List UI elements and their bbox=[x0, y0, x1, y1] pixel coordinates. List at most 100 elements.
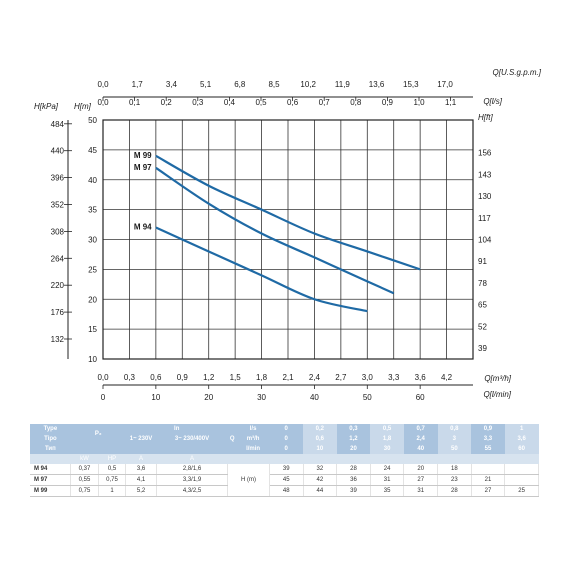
h-kpa-tick-label: 352 bbox=[51, 201, 65, 210]
h-ft-tick-label: 130 bbox=[478, 192, 492, 201]
ls-tick-label: 0,9 bbox=[382, 98, 394, 107]
row-h-value: 20 bbox=[403, 464, 439, 475]
lmin-tick-label: 20 bbox=[204, 393, 213, 402]
h-m-tick-label: 40 bbox=[88, 176, 97, 185]
h-ft-tick-label: 117 bbox=[478, 214, 491, 223]
ls-tick-label: 0,5 bbox=[255, 98, 267, 107]
h-m-tick-label: 30 bbox=[88, 236, 97, 245]
h-kpa-tick-label: 396 bbox=[51, 174, 65, 183]
units-kw: kW bbox=[70, 454, 99, 464]
ls-axis-title: Q[l/s] bbox=[483, 97, 502, 106]
row-h-value bbox=[471, 464, 506, 475]
m3h-tick-label: 0,0 bbox=[97, 373, 109, 382]
row-h-value: 42 bbox=[303, 474, 338, 486]
header-in: In bbox=[125, 424, 228, 434]
row-h-value: 27 bbox=[403, 474, 439, 486]
ls-tick-label: 0,8 bbox=[350, 98, 362, 107]
row-a1: 5,2 bbox=[125, 485, 157, 497]
q-ls-value: 1 bbox=[504, 424, 539, 434]
table-row: M 97 0,55 0,75 4,1 3,3/1,9 45 42 36 31 27 23 21 bbox=[30, 474, 539, 486]
header-unit-m3h: m³/h bbox=[236, 434, 270, 444]
q-m3h-value: 1,8 bbox=[370, 434, 404, 444]
curve-m94 bbox=[155, 226, 368, 313]
header-tipo: Tipo bbox=[30, 434, 71, 444]
usgpm-tick-label: 1,7 bbox=[132, 80, 144, 89]
row-hp: 1 bbox=[98, 485, 127, 497]
row-a3: 4,3/2,5 bbox=[156, 485, 229, 497]
axis-ticks: 0,0 1,7 3,4 5,1 6,8 8,5 10,2 11,9 13,6 15,3 17,0 0,… bbox=[0, 0, 492, 402]
h-m-tick-label: 45 bbox=[0, 0, 5, 2]
table-row: M 94 0,37 0,5 3,6 2,8/1,6 H (m) 39 32 28 24 20 18 bbox=[30, 464, 539, 497]
row-a1: 4,1 bbox=[125, 474, 157, 486]
units-blank bbox=[269, 454, 304, 464]
row-h-value bbox=[504, 464, 539, 475]
row-h-value bbox=[504, 474, 539, 486]
h-m-tick-label: 40 bbox=[0, 0, 5, 2]
row-h-value: 21 bbox=[471, 474, 506, 486]
row-h-value: 48 bbox=[269, 485, 304, 497]
ls-tick-label: 0,0 bbox=[97, 98, 109, 107]
m3h-tick-label: 2,7 bbox=[335, 373, 347, 382]
units-blank bbox=[303, 454, 337, 464]
header-blank bbox=[98, 444, 126, 454]
q-ls-value: 0,3 bbox=[336, 424, 371, 434]
usgpm-tick-label: 5,1 bbox=[200, 80, 212, 89]
units-a3: A bbox=[156, 454, 228, 464]
q-m3h-value: 0 bbox=[269, 434, 304, 444]
usgpm-tick-label: 8,5 bbox=[268, 80, 280, 89]
m3h-tick-label: 2,4 bbox=[309, 373, 321, 382]
h-kpa-tick-label: 308 bbox=[51, 227, 65, 236]
units-blank bbox=[403, 454, 438, 464]
q-m3h-value: 2,4 bbox=[403, 434, 438, 444]
row-h-value: 39 bbox=[269, 464, 304, 475]
kpa-axis-title: H[kPa] bbox=[34, 102, 59, 111]
row-model: M 94 bbox=[30, 464, 72, 475]
q-m3h-value: 1,2 bbox=[336, 434, 371, 444]
q-lmin-value: 40 bbox=[403, 444, 438, 454]
h-m-tick-label: 20 bbox=[0, 0, 5, 2]
row-model: M 99 bbox=[30, 485, 72, 497]
q-lmin-value: 30 bbox=[370, 444, 404, 454]
row-kw: 0,75 bbox=[70, 485, 99, 497]
q-lmin-value: 20 bbox=[336, 444, 371, 454]
units-blank bbox=[336, 454, 371, 464]
row-a1: 3,6 bbox=[125, 464, 157, 475]
q-lmin-value: 60 bbox=[504, 444, 539, 454]
row-h-value: 24 bbox=[370, 464, 405, 475]
m3h-tick-label: 0,9 bbox=[177, 373, 189, 382]
row-kw: 0,55 bbox=[70, 474, 99, 486]
units-blank bbox=[370, 454, 404, 464]
lmin-tick-label: 10 bbox=[151, 393, 160, 402]
m3h-tick-label: 2,1 bbox=[282, 373, 294, 382]
h-ft-tick-label: 39 bbox=[478, 344, 487, 353]
h-m-tick-label: 35 bbox=[88, 206, 97, 215]
units-blank bbox=[437, 454, 472, 464]
units-a1: A bbox=[125, 454, 157, 464]
row-h-value: 28 bbox=[437, 485, 472, 497]
header-phase3: 3~ 230/400V bbox=[156, 434, 228, 444]
header-blank bbox=[156, 444, 228, 454]
header-typ: Тип bbox=[30, 444, 71, 454]
curve-m99 bbox=[155, 154, 421, 271]
row-h-value: 35 bbox=[370, 485, 405, 497]
row-h-value: 28 bbox=[336, 464, 371, 475]
header-blank bbox=[227, 424, 237, 434]
row-h-value: 31 bbox=[370, 474, 405, 486]
row-hp: 0,75 bbox=[98, 474, 127, 486]
header-p2: P₂ bbox=[70, 424, 126, 444]
q-lmin-value: 50 bbox=[437, 444, 472, 454]
row-a3: 3,3/1,9 bbox=[156, 474, 229, 486]
h-ft-tick-label: 52 bbox=[478, 322, 487, 331]
table-row: M 99 0,75 1 5,2 4,3/2,5 48 44 39 35 31 28 27 25 bbox=[30, 485, 539, 497]
m3h-tick-label: 3,0 bbox=[362, 373, 374, 382]
header-unit-lmin: l/min bbox=[236, 444, 270, 454]
usgpm-tick-label: 0,0 bbox=[97, 80, 109, 89]
ls-tick-label: 0,2 bbox=[161, 98, 173, 107]
q-ls-value: 0,2 bbox=[303, 424, 337, 434]
m3h-tick-label: 0,3 bbox=[124, 373, 136, 382]
units-blank bbox=[30, 454, 71, 464]
usgpm-tick-label: 15,3 bbox=[403, 80, 419, 89]
units-hp: HP bbox=[98, 454, 126, 464]
ft-axis-title: H[ft] bbox=[478, 113, 493, 122]
